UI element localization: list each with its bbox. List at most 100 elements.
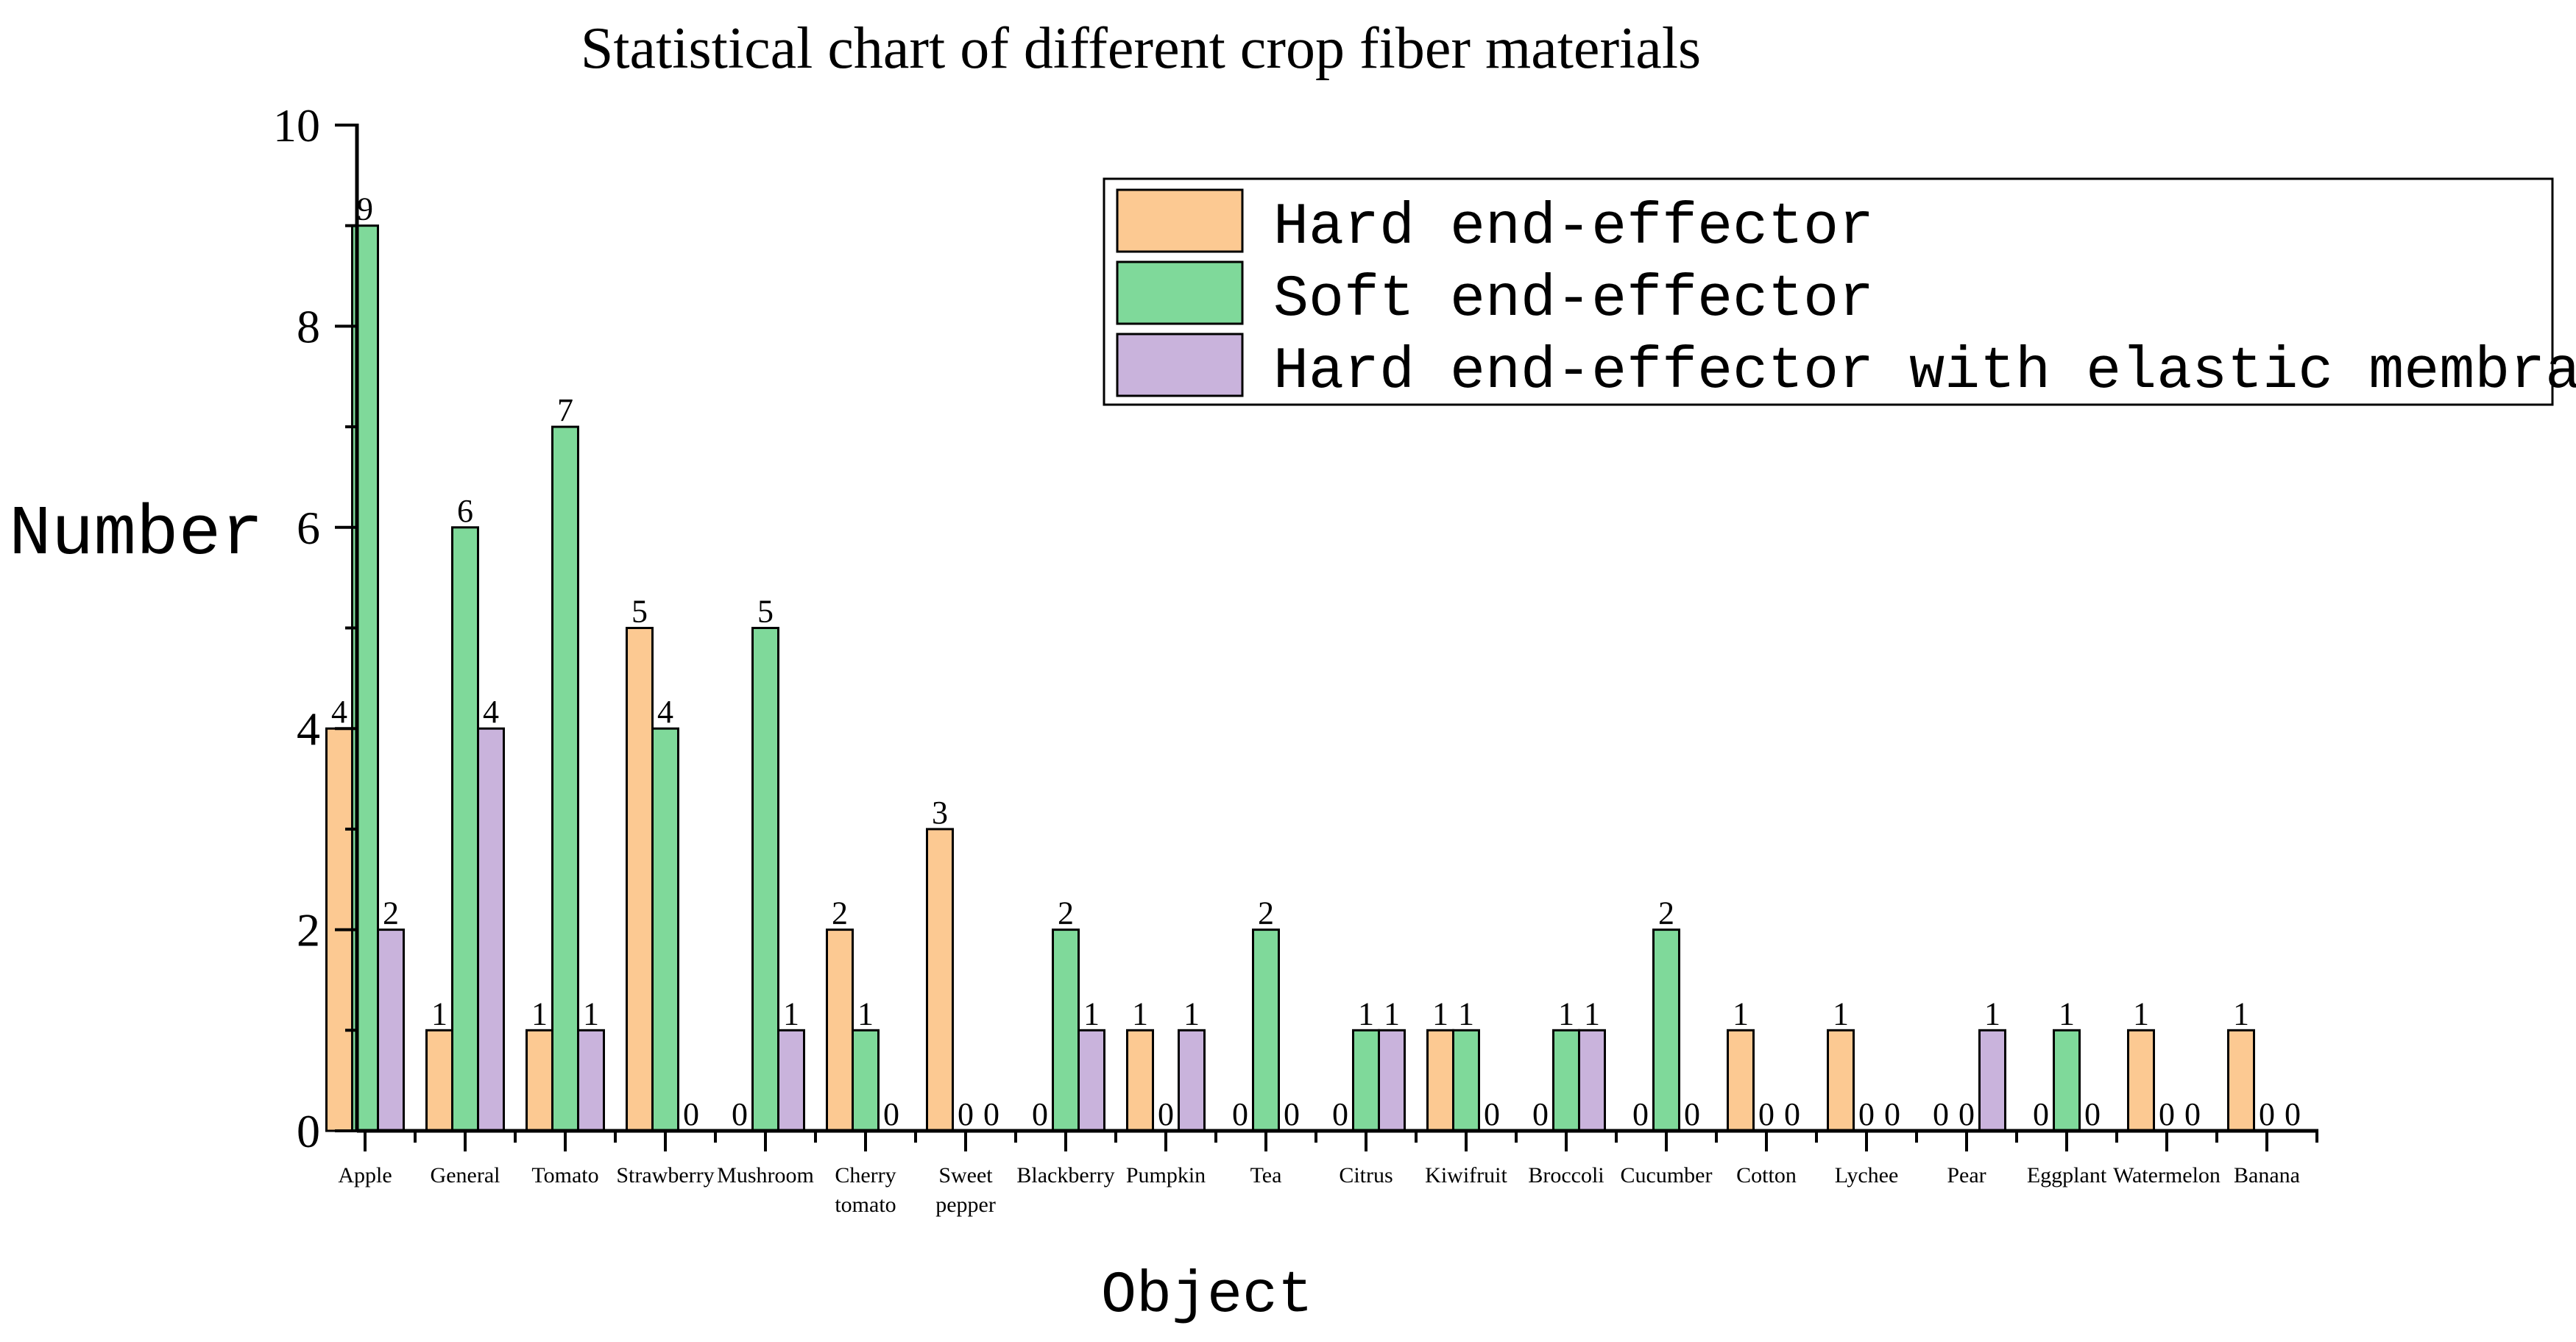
legend-swatch-soft [1116, 260, 1244, 325]
x-tick-label-general: General [431, 1163, 500, 1187]
value-label-lychee-series-1: 1 [1833, 995, 1849, 1032]
y-axis-label: Number [9, 494, 263, 575]
bar-mushroom-series-2 [751, 627, 779, 1132]
value-label-citrus-series-1: 0 [1332, 1096, 1348, 1132]
value-label-broccoli-series-2: 1 [1558, 995, 1574, 1032]
x-tick-labels: Apple General Tomato Strawberry Mushroom Cher… [338, 1163, 2300, 1217]
value-label-banana-series-2: 0 [2259, 1096, 2275, 1132]
legend-swatch-membrane [1116, 333, 1244, 397]
x-tick-label-cherry-tomato: Cherry tomato [835, 1163, 896, 1217]
bar-general-series-3 [477, 727, 505, 1132]
value-label-sweet-pepper-series-1: 3 [932, 795, 948, 831]
value-label-broccoli-series-1: 0 [1532, 1096, 1549, 1132]
x-tick-label-kiwifruit: Kiwifruit [1425, 1163, 1507, 1187]
value-label-eggplant-series-3: 0 [2084, 1096, 2101, 1132]
value-label-lychee-series-2: 0 [1858, 1096, 1875, 1132]
bar-pumpkin-series-3 [1178, 1029, 1206, 1132]
x-tick-label-blackberry: Blackberry [1016, 1163, 1114, 1187]
value-label-apple-series-2: 9 [357, 191, 373, 227]
legend-label-soft: Soft end-effector [1273, 266, 1874, 333]
value-label-cucumber-series-2: 2 [1658, 895, 1674, 931]
value-label-cotton-series-2: 0 [1758, 1096, 1774, 1132]
legend: Hard end-effector Soft end-effector Hard… [1103, 177, 2576, 406]
bar-blackberry-series-3 [1078, 1029, 1105, 1132]
value-label-watermelon-series-3: 0 [2184, 1096, 2201, 1132]
value-label-pear-series-3: 1 [1984, 995, 2000, 1032]
x-tick-label-cotton: Cotton [1736, 1163, 1797, 1187]
x-tick-label-cucumber: Cucumber [1621, 1163, 1713, 1187]
x-tick-label-pear: Pear [1947, 1163, 1986, 1187]
bar-kiwifruit-series-1 [1426, 1029, 1454, 1132]
value-label-blackberry-series-1: 0 [1032, 1096, 1048, 1132]
value-label-general-series-2: 6 [457, 493, 473, 529]
value-label-kiwifruit-series-2: 1 [1458, 995, 1474, 1032]
bar-cotton-series-1 [1727, 1029, 1755, 1132]
value-label-pear-series-1: 0 [1933, 1096, 1949, 1132]
x-tick-label-lychee: Lychee [1835, 1163, 1899, 1187]
bar-citrus-series-3 [1378, 1029, 1406, 1132]
value-label-tomato-series-3: 1 [583, 995, 599, 1032]
value-label-eggplant-series-1: 0 [2033, 1096, 2049, 1132]
y-tick-label: 2 [297, 904, 320, 956]
value-label-strawberry-series-3: 0 [683, 1096, 699, 1132]
bar-broccoli-series-3 [1578, 1029, 1606, 1132]
bar-strawberry-series-2 [651, 727, 679, 1132]
x-tick-label-tea: Tea [1250, 1163, 1282, 1187]
legend-label-membrane: Hard end-effector with elastic membrane [1273, 338, 2576, 405]
bar-banana-series-1 [2227, 1029, 2255, 1132]
value-label-banana-series-3: 0 [2285, 1096, 2301, 1132]
y-tick-label: 8 [297, 300, 320, 352]
value-label-general-series-1: 1 [431, 995, 447, 1032]
value-label-citrus-series-2: 1 [1358, 995, 1374, 1032]
value-label-blackberry-series-2: 2 [1058, 895, 1074, 931]
value-label-pumpkin-series-1: 1 [1132, 995, 1148, 1032]
y-tick-label: 6 [297, 502, 320, 554]
y-tick-label: 0 [297, 1105, 320, 1157]
bar-mushroom-series-3 [777, 1029, 805, 1132]
bar-general-series-1 [425, 1029, 453, 1132]
value-label-sweet-pepper-series-3: 0 [983, 1096, 999, 1132]
bar-cucumber-series-2 [1652, 929, 1680, 1132]
axes-layer [335, 124, 2318, 1151]
x-tick-label-eggplant: Eggplant [2027, 1163, 2107, 1187]
value-label-pear-series-2: 0 [1958, 1096, 1975, 1132]
bar-tea-series-2 [1252, 929, 1280, 1132]
value-label-eggplant-series-2: 1 [2059, 995, 2075, 1032]
bar-apple-series-3 [377, 929, 405, 1132]
bar-kiwifruit-series-2 [1452, 1029, 1480, 1132]
value-label-mushroom-series-2: 5 [757, 594, 774, 630]
x-tick-label-mushroom: Mushroom [717, 1163, 814, 1187]
value-label-banana-series-1: 1 [2233, 995, 2249, 1032]
value-label-tomato-series-1: 1 [531, 995, 548, 1032]
value-label-watermelon-series-2: 0 [2159, 1096, 2175, 1132]
y-tick-labels: 0 2 4 6 8 10 [273, 99, 320, 1157]
value-label-kiwifruit-series-3: 0 [1484, 1096, 1500, 1132]
bar-broccoli-series-2 [1552, 1029, 1580, 1132]
value-label-watermelon-series-1: 1 [2133, 995, 2149, 1032]
legend-swatch-hard [1116, 188, 1244, 253]
value-label-apple-series-1: 4 [331, 694, 347, 730]
value-label-cherry-tomato-series-2: 1 [857, 995, 874, 1032]
value-label-blackberry-series-3: 1 [1083, 995, 1100, 1032]
value-label-strawberry-series-1: 5 [631, 594, 648, 630]
bar-tomato-series-3 [577, 1029, 605, 1132]
bar-lychee-series-1 [1827, 1029, 1855, 1132]
value-label-apple-series-3: 2 [383, 895, 399, 931]
x-tick-label-strawberry: Strawberry [616, 1163, 714, 1187]
bar-pumpkin-series-1 [1126, 1029, 1154, 1132]
value-label-cotton-series-1: 1 [1733, 995, 1749, 1032]
y-tick-label: 4 [297, 703, 320, 755]
value-label-broccoli-series-3: 1 [1584, 995, 1600, 1032]
x-tick-label-apple: Apple [338, 1163, 392, 1187]
x-tick-label-citrus: Citrus [1339, 1163, 1393, 1187]
bar-strawberry-series-1 [626, 627, 654, 1132]
bar-blackberry-series-2 [1052, 929, 1080, 1132]
x-axis-label: Object [1101, 1263, 1313, 1329]
bar-citrus-series-2 [1352, 1029, 1380, 1132]
value-label-tomato-series-2: 7 [557, 392, 573, 428]
x-tick-label-pumpkin: Pumpkin [1126, 1163, 1206, 1187]
bar-tomato-series-2 [551, 425, 579, 1132]
chart-title: Statistical chart of different crop fibe… [581, 16, 1701, 81]
bar-general-series-2 [451, 526, 479, 1132]
